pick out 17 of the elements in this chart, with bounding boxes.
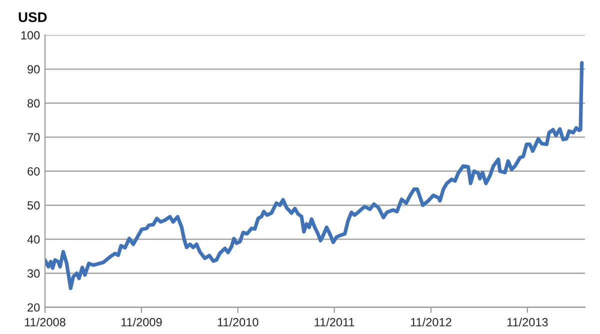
y-tick-label: 70 xyxy=(28,133,40,142)
line-series xyxy=(45,61,584,290)
y-axis-title: USD xyxy=(18,12,47,22)
x-tick-label: 11/2010 xyxy=(218,318,258,326)
x-tick-label: 11/2008 xyxy=(25,318,66,326)
x-tick-label: 11/2009 xyxy=(121,318,162,326)
y-tick-label: 50 xyxy=(27,201,40,210)
x-tick-label: 11/2012 xyxy=(410,318,452,326)
y-tick-label: 40 xyxy=(27,235,40,244)
y-tick-label: 100 xyxy=(21,31,40,40)
y-tick-label: 60 xyxy=(28,167,40,176)
y-tick-label: 30 xyxy=(27,269,40,278)
x-tick-label: 11/2011 xyxy=(314,318,354,326)
y-tick-label: 80 xyxy=(28,99,40,108)
y-tick-label: 20 xyxy=(28,303,40,312)
y-tick-label: 90 xyxy=(28,65,40,74)
x-tick-label: 11/2013 xyxy=(507,318,548,326)
